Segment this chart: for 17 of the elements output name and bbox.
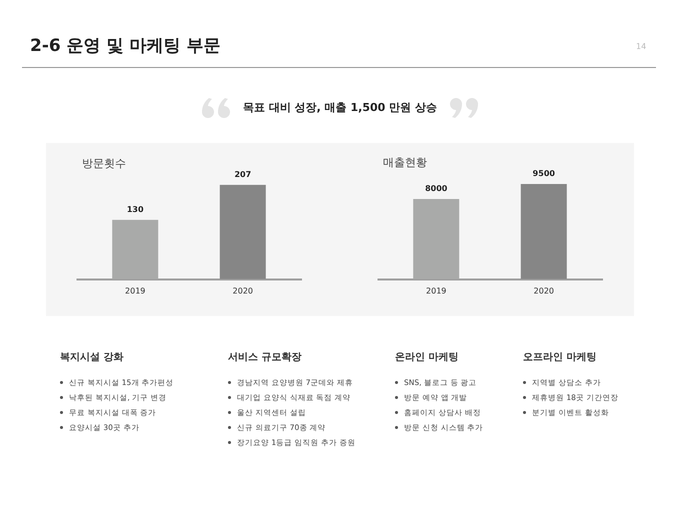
text: 2-6 운영 및 마케팅 부문 bbox=[30, 35, 220, 57]
data-label: 8000 bbox=[425, 184, 448, 193]
text: 복지시설 강화 bbox=[60, 351, 124, 364]
text: 목표 대비 성장, 매출 1,500 만원 상승 bbox=[243, 101, 437, 114]
x-tick-label: 2020 bbox=[534, 286, 554, 296]
data-label: 9500 bbox=[532, 169, 556, 178]
x-tick-label: 2019 bbox=[125, 286, 146, 296]
text: 오프라인 마케팅 bbox=[523, 351, 598, 364]
chart-title: 매출현황 bbox=[383, 156, 427, 169]
x-tick-label: 2020 bbox=[232, 286, 253, 296]
text: 서비스 규모확장 bbox=[228, 351, 302, 364]
text: 14 bbox=[636, 42, 646, 51]
text: 온라인 마케팅 bbox=[395, 351, 460, 364]
data-label: 130 bbox=[126, 204, 144, 214]
data-label: 207 bbox=[234, 170, 252, 179]
x-tick-label: 2019 bbox=[426, 286, 446, 296]
chart-title: 방문횟수 bbox=[82, 156, 126, 170]
